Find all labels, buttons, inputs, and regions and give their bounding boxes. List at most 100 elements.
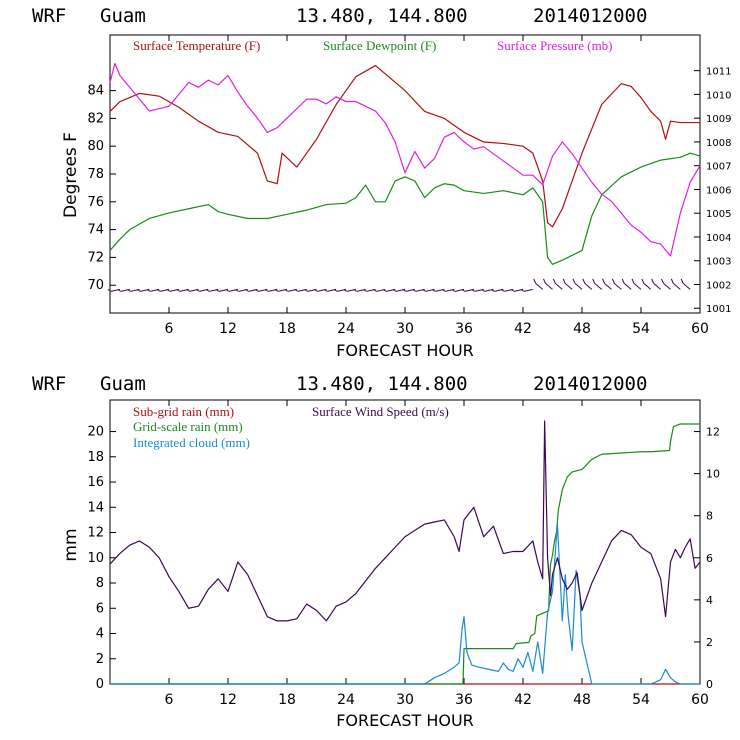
wind-barb-flag: [333, 288, 338, 292]
header-model: WRF: [32, 5, 66, 27]
y-tick-label: 4: [96, 627, 104, 642]
bottom-legend: Sub-grid rain (mm) Grid-scale rain (mm) …: [133, 404, 449, 450]
header-model: WRF: [32, 373, 66, 395]
header-coords: 13.480, 144.800: [296, 373, 468, 395]
y-tick-label: 8: [96, 576, 104, 591]
wind-barb: [574, 282, 583, 290]
wind-barb-flag: [146, 288, 151, 292]
top-panel: WRF Guam 13.480, 144.800 2014012000 Surf…: [32, 5, 731, 360]
wind-barb: [523, 288, 533, 292]
wind-barb-flag: [373, 288, 377, 292]
integrated-cloud-line: [110, 523, 700, 685]
wind-barb: [643, 282, 652, 290]
x-tick-label: 42: [514, 321, 532, 337]
wind-barb-flag: [592, 278, 596, 284]
y-tick-label: 18: [87, 450, 104, 465]
surface-temperature-line: [109, 64, 700, 228]
y-tick-label: 76: [87, 195, 104, 210]
wind-barb-flag: [602, 278, 605, 284]
y-tick-label: 84: [87, 84, 104, 99]
y2-tick-label: 1003: [706, 257, 731, 268]
y-tick-label: 82: [87, 111, 104, 126]
y-tick-label: 20: [87, 425, 104, 440]
wind-barb-flag: [176, 288, 180, 292]
y2-tick-label: 2: [706, 636, 713, 649]
x-tick-label: 48: [573, 692, 591, 708]
wind-barb-flag: [412, 288, 416, 292]
y-tick-label: 72: [87, 250, 104, 265]
y2-tick-label: 1005: [706, 209, 731, 220]
header-location: Guam: [100, 5, 146, 27]
y2-tick-label: 1008: [706, 138, 731, 149]
x-tick-label: 6: [165, 321, 174, 337]
header-coords: 13.480, 144.800: [296, 5, 468, 27]
wind-barb-flag: [156, 288, 161, 292]
y-tick-label: 0: [96, 677, 104, 692]
wind-barb-flag: [382, 288, 387, 292]
header-init-time: 2014012000: [533, 373, 647, 395]
wind-barb-flag: [127, 288, 131, 292]
legend-gridscale-rain: Grid-scale rain (mm): [133, 419, 243, 434]
legend-surface-wind-speed: Surface Wind Speed (m/s): [312, 404, 449, 419]
x-tick-label: 60: [691, 692, 709, 708]
x-tick-label: 36: [455, 321, 473, 337]
wind-barb-flag: [680, 278, 684, 284]
x-tick-label: 48: [573, 321, 591, 337]
legend-subgrid-rain: Sub-grid rain (mm): [133, 404, 234, 419]
y2-tick-label: 10: [706, 468, 720, 481]
y-tick-label: 80: [87, 139, 104, 154]
surface-dewpoint-line: [109, 152, 701, 265]
y-tick-label: 2: [96, 652, 104, 667]
wind-barb-flag: [196, 288, 200, 292]
wind-barb-flag: [562, 278, 566, 284]
wind-barb: [584, 282, 593, 290]
bottom-series: [109, 420, 701, 685]
wind-barb-flag: [543, 278, 546, 284]
x-tick-label: 30: [396, 692, 414, 708]
wind-barb: [663, 282, 671, 290]
wind-barb-flag: [304, 288, 308, 292]
y2-tick-label: 8: [706, 510, 713, 523]
wind-barb-flag: [274, 288, 279, 292]
wind-barb-flag: [353, 288, 357, 292]
wind-barb-flag: [481, 288, 485, 292]
wind-barb-flag: [107, 288, 112, 292]
legend-integrated-cloud: Integrated cloud (mm): [133, 435, 250, 450]
wind-barb-flag: [323, 288, 328, 292]
wind-barb: [535, 282, 543, 290]
legend-surface-pressure: Surface Pressure (mb): [497, 38, 613, 53]
wind-barb: [614, 282, 622, 290]
y2-tick-label: 6: [706, 552, 713, 565]
x-tick-label: 54: [632, 321, 650, 337]
y2-tick-label: 1009: [706, 114, 731, 125]
x-tick-label: 60: [691, 321, 709, 337]
y2-tick-label: 1010: [706, 90, 731, 101]
wind-barb-flag: [166, 288, 171, 292]
y2-tick-label: 1011: [706, 67, 731, 78]
wind-barb-flag: [510, 288, 515, 292]
wind-barb-flag: [461, 288, 466, 292]
wind-barb-flag: [631, 278, 635, 284]
y-tick-label: 14: [87, 500, 104, 515]
wind-barb-flag: [186, 288, 190, 292]
wind-barb-flag: [641, 278, 645, 284]
y-tick-label: 78: [87, 167, 104, 182]
y-tick-label: 70: [87, 278, 104, 293]
wind-barb-flag: [661, 278, 664, 284]
bottom-axis-ticks: 6 12 18 24 30 36 42 48 54 60024681012141618200246…: [87, 400, 720, 708]
wind-barb-flag: [670, 278, 674, 284]
wind-barb: [545, 282, 553, 290]
bottom-x-axis-label: FORECAST HOUR: [336, 711, 474, 730]
x-tick-label: 36: [455, 692, 473, 708]
y2-tick-label: 1006: [706, 185, 731, 196]
grid-scale-rain-line: [110, 423, 700, 685]
wind-barb-flag: [343, 288, 348, 292]
wind-barb: [623, 282, 632, 290]
wind-barb-flag: [117, 288, 121, 292]
wind-barb-flag: [582, 278, 586, 284]
bottom-panel-header: WRF Guam 13.480, 144.800 2014012000: [32, 373, 647, 395]
y-tick-label: 10: [87, 551, 104, 566]
surface-wind-speed-line: [109, 420, 701, 622]
y-tick-label: 12: [87, 526, 104, 541]
